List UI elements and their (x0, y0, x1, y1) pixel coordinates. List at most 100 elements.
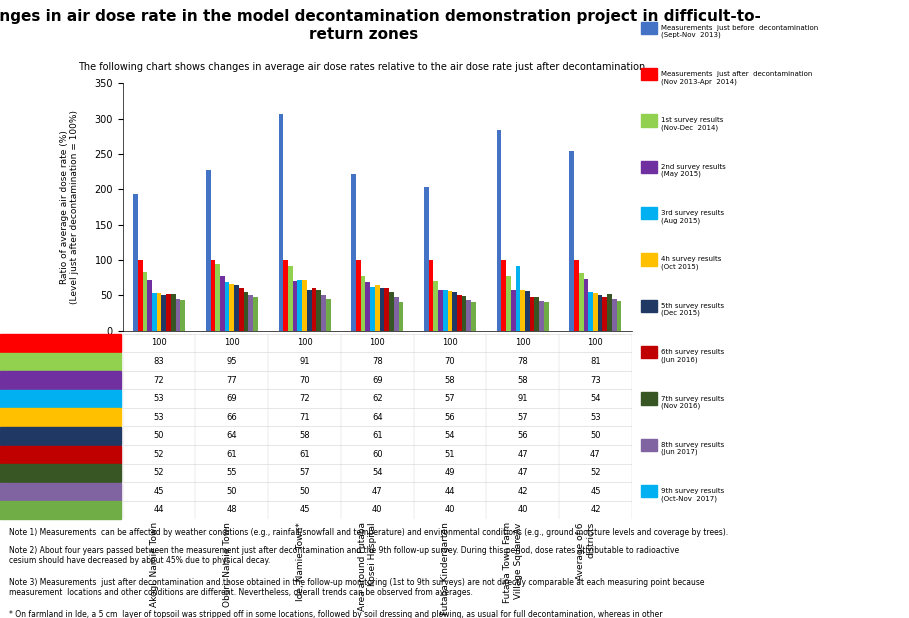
Text: 54: 54 (372, 468, 383, 477)
Bar (394, 297, 398, 331)
Bar (215, 263, 220, 331)
Text: 2nd follow-up survey: 2nd follow-up survey (22, 378, 99, 383)
Text: 60: 60 (372, 450, 383, 459)
Bar (133, 194, 138, 331)
Text: 91: 91 (299, 357, 310, 366)
Text: 66: 66 (226, 413, 237, 421)
Text: 64: 64 (226, 431, 237, 440)
Text: 6th survey results
(Jun 2016): 6th survey results (Jun 2016) (661, 349, 724, 363)
Bar (297, 280, 302, 331)
Bar (284, 260, 288, 331)
Bar (434, 281, 438, 331)
Text: 71: 71 (299, 413, 310, 421)
Bar (385, 288, 389, 331)
Text: 7th follow-up survey: 7th follow-up survey (22, 470, 99, 476)
Text: 72: 72 (154, 376, 165, 384)
Bar (457, 295, 462, 331)
Bar (156, 293, 162, 331)
Text: 73: 73 (590, 376, 601, 384)
Bar (588, 292, 593, 331)
Bar (244, 292, 248, 331)
Text: 57: 57 (445, 394, 455, 403)
Bar (235, 286, 239, 331)
Text: 44: 44 (154, 506, 165, 514)
Text: 77: 77 (226, 376, 237, 384)
Text: 78: 78 (517, 357, 528, 366)
Text: 53: 53 (154, 394, 165, 403)
Text: 70: 70 (445, 357, 455, 366)
Text: Just after decontamination: Just after decontamination (11, 341, 110, 346)
Text: 2nd survey results
(May 2015): 2nd survey results (May 2015) (661, 164, 725, 177)
Text: 95: 95 (226, 357, 237, 366)
Text: 3rd follow-up survey: 3rd follow-up survey (22, 396, 99, 402)
Bar (525, 291, 530, 331)
Bar (616, 301, 622, 331)
Text: 72: 72 (299, 394, 310, 403)
Bar (316, 290, 321, 331)
Text: 5th survey results
(Dec 2015): 5th survey results (Dec 2015) (661, 303, 724, 316)
Text: 78: 78 (372, 357, 383, 366)
Bar (534, 297, 539, 331)
Bar (579, 273, 584, 331)
Text: 100: 100 (151, 339, 167, 347)
Text: 50: 50 (154, 431, 165, 440)
Bar (438, 290, 443, 331)
Bar (370, 287, 375, 331)
Text: Average of 6
districts: Average of 6 districts (576, 522, 595, 580)
Text: 40: 40 (445, 506, 455, 514)
Text: 53: 53 (154, 413, 165, 421)
Bar (544, 302, 549, 331)
Bar (138, 260, 143, 331)
Text: 56: 56 (517, 431, 528, 440)
Text: 47: 47 (590, 450, 601, 459)
Text: 52: 52 (154, 468, 165, 477)
Text: 100: 100 (514, 339, 531, 347)
Bar (593, 293, 598, 331)
Text: 91: 91 (517, 394, 528, 403)
Bar (278, 114, 284, 331)
Bar (511, 290, 515, 331)
Text: 58: 58 (299, 431, 310, 440)
Bar (471, 302, 476, 331)
Text: 61: 61 (372, 431, 383, 440)
Text: 62: 62 (372, 394, 383, 403)
Text: 100: 100 (296, 339, 313, 347)
Text: 42: 42 (517, 487, 528, 496)
Text: 45: 45 (154, 487, 165, 496)
Bar (389, 292, 394, 331)
Bar (312, 287, 316, 331)
Text: 50: 50 (590, 431, 601, 440)
Bar (253, 297, 258, 331)
Text: Area around Futaba
Kosei Hospital: Area around Futaba Kosei Hospital (358, 522, 377, 611)
Text: 51: 51 (445, 450, 455, 459)
Text: 53: 53 (590, 413, 601, 421)
Text: 50: 50 (299, 487, 310, 496)
Text: 100: 100 (442, 339, 458, 347)
Bar (175, 299, 180, 331)
Text: 58: 58 (517, 376, 528, 384)
Bar (152, 293, 156, 331)
Text: 56: 56 (445, 413, 455, 421)
Bar (603, 297, 607, 331)
Bar (166, 294, 171, 331)
Bar (180, 300, 185, 331)
Bar (607, 294, 612, 331)
Bar (466, 300, 471, 331)
Bar (365, 282, 370, 331)
Text: * On farmland in Ide, a 5 cm  layer of topsoil was stripped off in some location: * On farmland in Ide, a 5 cm layer of to… (9, 610, 696, 618)
Text: Ide, Namie Town*: Ide, Namie Town* (295, 522, 305, 601)
Bar (462, 296, 466, 331)
Bar (502, 260, 506, 331)
Text: 61: 61 (299, 450, 310, 459)
Bar (569, 151, 574, 331)
Text: 9th survey results
(Oct-Nov  2017): 9th survey results (Oct-Nov 2017) (661, 488, 724, 502)
Bar (380, 287, 385, 331)
Text: 8th follow-up survey: 8th follow-up survey (22, 489, 99, 494)
Bar (530, 297, 534, 331)
Text: 7th survey results
(Nov 2016): 7th survey results (Nov 2016) (661, 396, 724, 409)
Text: 58: 58 (445, 376, 455, 384)
Bar (398, 302, 404, 331)
Bar (351, 174, 356, 331)
Text: Note 3) Measurements  just after decontamination and those obtained in the follo: Note 3) Measurements just after decontam… (9, 578, 704, 597)
Bar (361, 276, 365, 331)
